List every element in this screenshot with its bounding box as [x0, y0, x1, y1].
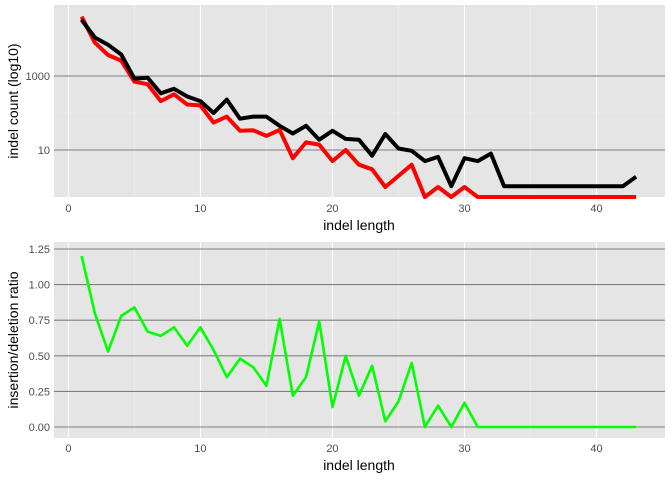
bottom-x-axis-title: indel length: [323, 457, 395, 473]
bottom-series-lines: [80, 255, 637, 429]
bottom-x-tick-label: 30: [458, 443, 470, 455]
bottom-y-axis-title: insertion/deletion ratio: [5, 271, 21, 408]
top-chart: 0 10 20 30 40 10 1000 indel length indel count…: [5, 5, 665, 233]
bottom-x-tick-label: 10: [194, 443, 206, 455]
bottom-x-tick-label: 0: [65, 443, 71, 455]
bottom-panel-background: [54, 242, 665, 438]
top-tick-labels: 0 10 20 30 40 10 1000: [26, 71, 603, 215]
bottom-chart: 0 10 20 30 40 0.00 0.25 0.50 0.75 1.00 1.25 indel …: [5, 242, 665, 473]
bottom-y-tick-label: 1.00: [29, 280, 50, 292]
bottom-y-tick-label: 0.25: [29, 386, 50, 398]
top-y-axis-title: indel count (log10): [5, 43, 21, 158]
top-x-tick-label: 20: [326, 203, 338, 215]
top-x-tick-label: 40: [590, 203, 602, 215]
top-y-tick-label: 1000: [26, 71, 50, 83]
bottom-series-line: [80, 255, 637, 429]
top-y-tick-label: 10: [38, 145, 50, 157]
bottom-gridlines: [54, 242, 665, 438]
bottom-y-tick-label: 0.50: [29, 351, 50, 363]
top-x-tick-label: 0: [65, 203, 71, 215]
top-series-lines: [79, 15, 638, 199]
top-panel-background: [54, 5, 665, 197]
top-x-axis-title: indel length: [323, 217, 395, 233]
bottom-x-tick-label: 40: [590, 443, 602, 455]
bottom-tick-labels: 0 10 20 30 40 0.00 0.25 0.50 0.75 1.00 1.25: [29, 244, 603, 455]
top-x-tick-label: 30: [458, 203, 470, 215]
bottom-y-tick-label: 0.00: [29, 422, 50, 434]
top-series-line: [79, 15, 637, 199]
bottom-y-tick-label: 1.25: [29, 244, 50, 256]
top-series-line: [79, 18, 638, 189]
top-x-tick-label: 10: [194, 203, 206, 215]
bottom-x-tick-label: 20: [326, 443, 338, 455]
bottom-y-tick-label: 0.75: [29, 315, 50, 327]
